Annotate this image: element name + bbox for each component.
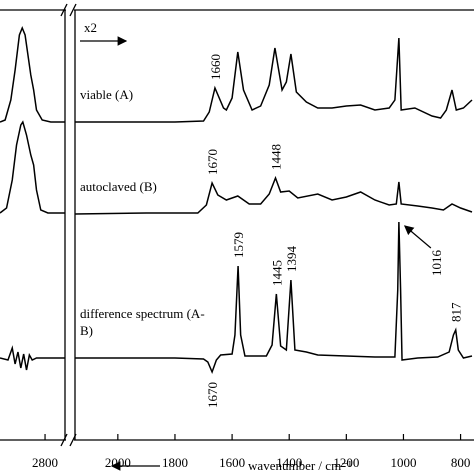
peak-label: 1394 [284,246,299,273]
spectrum-line [0,345,65,371]
series-label-box: difference spectrum (A-B) [80,305,205,339]
x-tick-label: 1200 [333,455,359,470]
frame [0,9,474,441]
series-label: difference spectrum (A-B) [80,305,205,339]
x-tick-label: 1800 [162,455,188,470]
peak-label: 1448 [268,144,283,170]
series-label-box: autoclaved (B) [80,179,157,195]
x-tick-label: 800 [451,455,471,470]
peak-label: 817 [449,302,464,322]
peak-label: 1670 [205,382,220,408]
x-tick-label: 2000 [105,455,131,470]
series-label: autoclaved (B) [80,179,157,195]
spectrum-line [74,175,473,215]
series-label: viable (A) [80,87,134,103]
spectrum-line [75,221,473,375]
x-tick-label: 1400 [276,455,302,470]
spectrum-line [0,120,65,214]
axis-break [60,3,77,447]
series-label-box: viable (A) [80,87,134,103]
x-tick-label: 2800 [32,455,58,470]
peak-label: 1016 [429,250,444,277]
peak-arrow [403,225,432,249]
peak-label: 1670 [205,149,220,175]
x-tick-label: 1600 [219,455,245,470]
peak-label: 1660 [208,54,223,80]
x-axis-label: wavenumber / cm⁻¹ [248,458,352,473]
peak-label: 1579 [231,232,246,258]
peak-label: 1445 [269,260,284,286]
scale-note: x2 [84,20,97,35]
spectrum-line [0,26,65,123]
x-tick-label: 1000 [390,455,416,470]
spectrum-line [75,37,473,123]
